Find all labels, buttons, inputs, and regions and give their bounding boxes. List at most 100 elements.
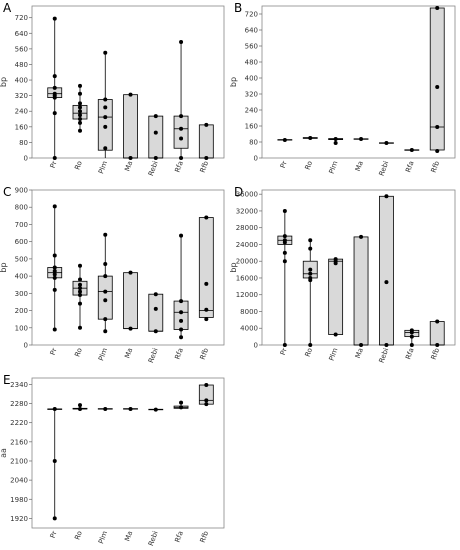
y-tick-label: 16000 [236,274,258,282]
x-tick-label: Plm [328,347,340,362]
x-tick-label: Plm [97,530,109,545]
y-tick-label: 2040 [10,477,28,485]
box [198,217,214,318]
y-tick-label: 720 [15,14,28,22]
data-point [153,130,158,135]
data-point [333,137,338,141]
data-point [103,232,108,237]
x-tick-label: Rfa [173,530,184,544]
y-tick-label: 800 [15,204,28,212]
box [173,300,189,330]
x-tick-label: Ma [354,347,365,359]
data-point [333,141,338,145]
box [123,272,138,330]
y-tick-label: 600 [15,238,28,246]
data-point [52,253,57,258]
data-point [204,383,209,388]
data-point [359,137,364,141]
data-point [153,329,158,334]
data-point [128,92,133,97]
data-point [153,292,158,297]
data-point [308,343,313,347]
y-tick-label: 36000 [236,191,258,199]
y-tick-label: 0 [254,155,258,163]
data-point [52,275,57,280]
data-point [179,310,184,315]
box [429,321,445,346]
x-tick-label: Ro [73,530,84,541]
x-tick-label: Pr [279,347,289,356]
data-point [153,407,158,412]
data-point [103,274,108,279]
data-point [103,317,108,322]
data-point [103,298,108,303]
data-point [179,40,184,45]
y-tick-label: 1920 [10,515,28,523]
data-point [52,406,57,411]
data-point [384,343,389,347]
data-point [78,109,82,114]
y-tick-label: 300 [15,290,28,298]
data-point [204,398,209,403]
data-point [179,335,184,340]
panel-label: C [3,185,11,199]
data-point [308,267,313,272]
plot-frame [261,5,456,159]
data-point [103,262,108,267]
data-point [78,91,82,96]
data-point [308,238,313,243]
data-point [78,263,82,268]
x-tick-label: Pr [49,160,59,169]
y-tick-label: 2340 [10,381,28,389]
x-tick-label: Rfa [173,160,184,174]
data-point [282,343,287,347]
data-point [282,238,287,243]
data-point [103,146,108,151]
box [123,94,138,159]
y-tick-label: 640 [245,27,258,35]
data-point [179,156,184,160]
y-tick-label: 8000 [240,308,258,316]
x-tick-label: Rfb [199,159,211,173]
y-tick-label: 0 [254,342,258,350]
y-tick-label: 500 [15,255,28,263]
data-point [52,327,57,332]
data-point [384,141,389,145]
data-point [179,400,184,405]
box [379,195,394,346]
x-tick-label: Plm [97,347,109,362]
data-point [78,289,82,294]
data-point [282,259,287,264]
y-axis-label: bp [0,262,8,272]
x-tick-label: Rebi [147,530,160,547]
box [148,115,164,159]
y-tick-label: 720 [245,11,258,19]
data-point [52,268,57,273]
data-point [308,275,313,280]
data-point [103,97,108,102]
data-point [153,156,158,160]
plot-frame [31,189,225,346]
data-point [78,301,82,306]
data-point [435,343,440,347]
data-point [52,111,57,116]
x-tick-label: Ma [123,160,134,172]
box [198,124,214,159]
data-point [282,138,287,142]
data-point [435,6,440,10]
y-axis-label: bp [229,262,238,272]
data-point [103,406,108,411]
data-point [52,287,57,292]
data-point [179,299,184,304]
data-point [128,406,133,411]
data-point [103,289,108,294]
y-tick-label: 640 [15,30,28,38]
data-point [359,343,364,347]
data-point [128,326,133,331]
y-tick-label: 480 [245,59,258,67]
data-point [78,113,82,118]
box [328,258,344,335]
box [173,115,189,149]
data-point [179,318,184,323]
x-tick-label: Ro [73,160,84,171]
